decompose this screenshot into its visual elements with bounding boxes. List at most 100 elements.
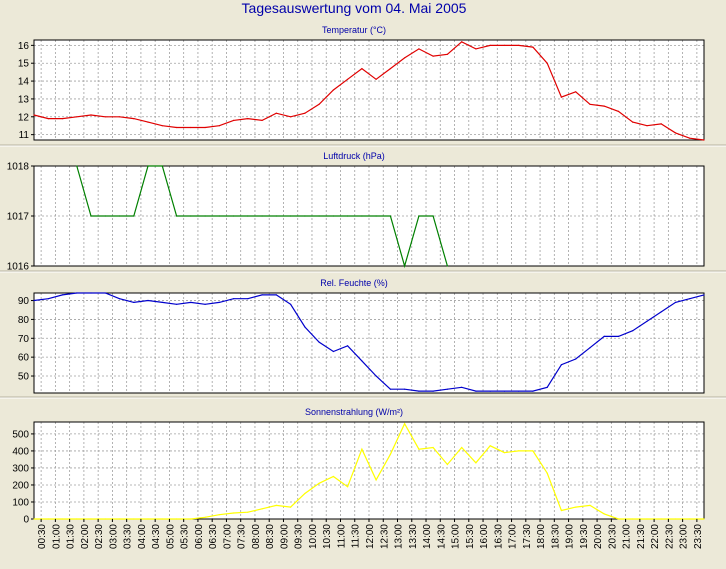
data-point — [190, 301, 192, 303]
x-tick-label: 04:30 — [151, 524, 162, 549]
data-point — [133, 118, 135, 120]
x-tick-label: 07:00 — [222, 524, 233, 549]
x-tick-label: 10:00 — [308, 524, 319, 549]
data-point — [446, 463, 448, 466]
data-point — [90, 292, 92, 294]
x-tick-label: 18:00 — [536, 524, 547, 549]
chart-panel-3: Rel. Feuchte (%) 50 60 70 80 90 — [0, 278, 726, 399]
data-point — [176, 303, 178, 305]
y-tick-label: 1016 — [7, 262, 30, 273]
data-point — [617, 110, 620, 112]
y-tick-label: 400 — [12, 446, 29, 457]
x-tick-label: 09:00 — [280, 524, 291, 549]
data-point — [318, 482, 320, 484]
x-tick-label: 02:00 — [80, 524, 91, 549]
chart-title: Rel. Feuchte (%) — [320, 278, 388, 288]
x-tick-label: 03:00 — [108, 524, 119, 549]
data-point — [61, 118, 64, 120]
data-point — [190, 126, 192, 129]
data-point — [660, 518, 662, 520]
data-point — [176, 518, 178, 520]
data-point — [489, 390, 491, 392]
data-point — [275, 294, 277, 296]
data-point — [104, 518, 106, 520]
data-point — [674, 132, 677, 134]
data-point — [432, 215, 434, 217]
data-point — [603, 335, 605, 337]
data-point — [361, 68, 363, 70]
data-point — [361, 215, 363, 217]
data-point — [347, 215, 349, 217]
x-tick-label: 07:30 — [237, 524, 248, 549]
data-point — [218, 215, 220, 217]
data-point — [361, 360, 363, 362]
data-point — [76, 116, 78, 118]
data-point — [61, 518, 64, 520]
data-point — [90, 215, 92, 217]
data-point — [247, 511, 249, 513]
data-point — [475, 462, 477, 464]
data-point — [190, 215, 192, 217]
data-point — [161, 165, 163, 167]
y-tick-label: 12 — [18, 112, 30, 123]
y-tick-label: 100 — [12, 497, 29, 508]
data-point — [233, 119, 235, 121]
data-point — [247, 298, 249, 300]
data-point — [532, 390, 534, 392]
data-point — [76, 518, 78, 520]
x-tick-label: 15:30 — [465, 524, 476, 549]
data-point — [689, 298, 691, 300]
data-point — [518, 390, 520, 392]
data-point — [304, 112, 306, 114]
x-tick-label: 16:00 — [479, 524, 490, 549]
data-point — [332, 215, 334, 217]
data-point — [603, 105, 605, 107]
data-point — [147, 121, 149, 123]
data-point — [389, 453, 391, 455]
x-tick-label: 15:00 — [451, 524, 462, 549]
chart-panel-4: Sonnenstrahlung (W/m²) 0 100 200 300 400 500 — [12, 407, 705, 526]
data-point — [304, 215, 306, 217]
data-point — [147, 165, 149, 167]
data-point — [432, 55, 434, 57]
data-point — [218, 125, 220, 127]
series-line — [34, 422, 704, 520]
x-tick-label: 11:00 — [337, 524, 348, 549]
data-point — [204, 215, 206, 217]
data-point — [332, 350, 334, 353]
data-point — [90, 518, 92, 520]
data-point — [318, 341, 320, 343]
data-point — [133, 518, 135, 520]
data-point — [261, 294, 263, 296]
y-tick-label: 200 — [12, 480, 29, 491]
x-tick-label: 19:30 — [579, 524, 590, 549]
data-point — [617, 335, 620, 337]
data-point — [147, 518, 149, 520]
data-point — [389, 388, 391, 390]
x-tick-label: 12:00 — [365, 524, 376, 549]
y-tick-label: 90 — [18, 296, 30, 307]
y-tick-label: 11 — [19, 130, 30, 141]
data-point — [261, 119, 263, 121]
data-point — [233, 215, 235, 217]
data-point — [532, 46, 534, 48]
data-point — [176, 126, 178, 129]
data-point — [560, 364, 563, 366]
data-point — [118, 116, 121, 118]
data-point — [33, 114, 35, 116]
x-tick-label: 02:30 — [94, 524, 105, 549]
x-tick-label: 06:30 — [208, 524, 219, 549]
data-point — [375, 78, 377, 80]
data-point — [589, 103, 591, 105]
data-point — [404, 423, 406, 425]
data-point — [304, 326, 306, 328]
page-title: Tagesauswertung vom 04. Mai 2005 — [242, 0, 467, 16]
data-point — [503, 390, 505, 392]
data-point — [104, 116, 106, 118]
y-tick-label: 0 — [23, 515, 29, 526]
data-point — [375, 479, 377, 481]
series-line — [33, 41, 705, 141]
x-tick-label: 09:30 — [294, 524, 305, 549]
data-point — [318, 103, 320, 105]
y-tick-label: 60 — [18, 353, 30, 364]
